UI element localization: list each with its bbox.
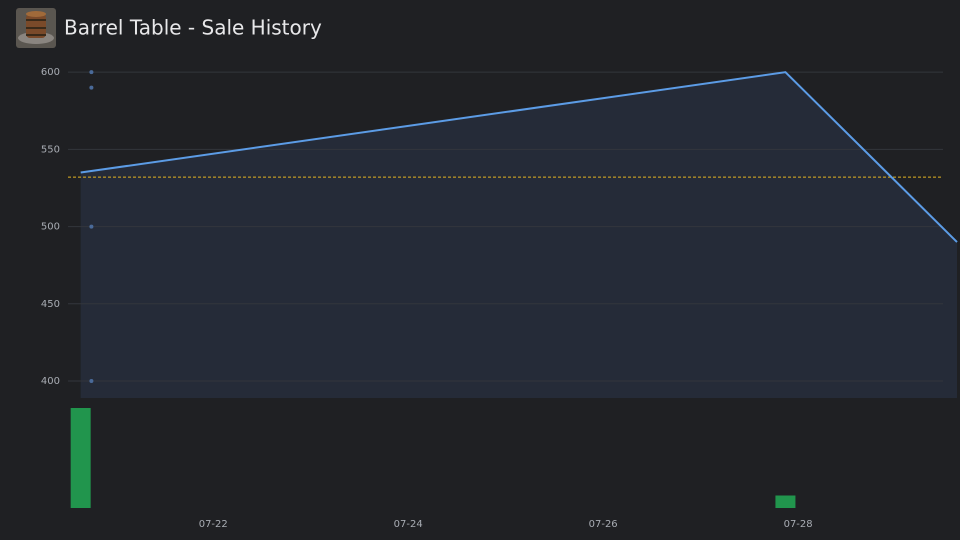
sale-point	[89, 85, 94, 90]
y-tick-label: 550	[41, 144, 60, 155]
x-tick-label: 07-22	[199, 519, 228, 530]
y-tick-label: 500	[41, 222, 60, 233]
sale-point	[89, 224, 94, 229]
x-tick-label: 07-28	[784, 519, 813, 530]
price-area	[80, 72, 958, 398]
x-tick-label: 07-24	[394, 519, 423, 530]
y-tick-label: 450	[41, 299, 60, 310]
y-tick-label: 400	[41, 376, 60, 387]
y-tick-label: 600	[41, 67, 60, 78]
sale-point	[89, 70, 94, 75]
volume-bar	[775, 495, 796, 508]
price-line	[80, 71, 958, 243]
title: Barrel Table - Sale History	[64, 16, 322, 40]
sale-point	[89, 379, 94, 384]
x-tick-label: 07-26	[589, 519, 618, 530]
volume-bar	[70, 408, 91, 508]
item-icon	[16, 8, 56, 48]
